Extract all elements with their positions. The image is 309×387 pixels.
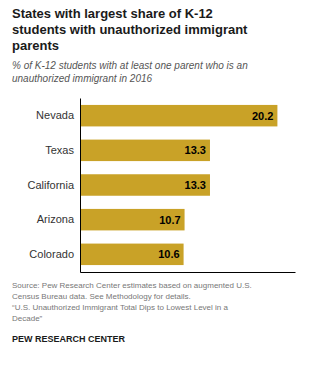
footer-line: PEW RESEARCH CENTER <box>12 334 126 344</box>
y-tick-label: California <box>28 179 75 191</box>
bar <box>80 209 185 230</box>
source: Source: Pew Research Center estimates ba… <box>12 281 252 323</box>
data-label: 13.3 <box>185 179 206 191</box>
footer: PEW RESEARCH CENTER <box>12 334 126 344</box>
subtitle-line: unauthorized immigrant in 2016 <box>12 73 153 84</box>
y-tick: California <box>28 179 80 191</box>
source-line: Decade” <box>12 314 43 323</box>
y-tick-label: Texas <box>45 144 74 156</box>
bar <box>80 244 184 265</box>
title-line: States with largest share of K-12 <box>12 6 213 21</box>
bars <box>80 105 277 265</box>
subtitle-line: % of K-12 students with at least one par… <box>12 60 248 71</box>
y-tick: Arizona <box>37 213 80 225</box>
data-label: 10.7 <box>159 214 180 226</box>
y-tick: Texas <box>45 144 80 156</box>
data-labels: 20.2 13.3 13.3 10.7 10.6 <box>158 110 273 261</box>
data-label: 20.2 <box>252 110 273 122</box>
title-line: parents <box>12 38 59 53</box>
bar <box>80 174 210 195</box>
y-tick-label: Colorado <box>29 248 74 260</box>
source-line: “U.S. Unauthorized Immigrant Total Dips … <box>12 303 229 312</box>
source-line: Source: Pew Research Center estimates ba… <box>12 281 252 290</box>
y-axis-line <box>80 99 81 273</box>
y-tick-label: Nevada <box>36 109 75 121</box>
subtitle: % of K-12 students with at least one par… <box>12 60 248 84</box>
y-tick: Colorado <box>29 248 80 260</box>
y-axis: Nevada Texas California Arizona Colorado <box>28 99 81 273</box>
data-label: 10.6 <box>158 248 179 260</box>
bar <box>80 140 210 161</box>
x-axis-line <box>81 272 296 273</box>
source-line: Census Bureau data. See Methodology for … <box>12 292 191 301</box>
y-tick: Nevada <box>36 109 80 121</box>
chart-svg: States with largest share of K-12student… <box>0 0 309 387</box>
bar <box>80 105 277 126</box>
title: States with largest share of K-12student… <box>12 6 248 53</box>
data-label: 13.3 <box>185 144 206 156</box>
title-line: students with unauthorized immigrant <box>12 22 248 37</box>
y-tick-label: Arizona <box>37 213 75 225</box>
x-axis <box>81 272 296 273</box>
